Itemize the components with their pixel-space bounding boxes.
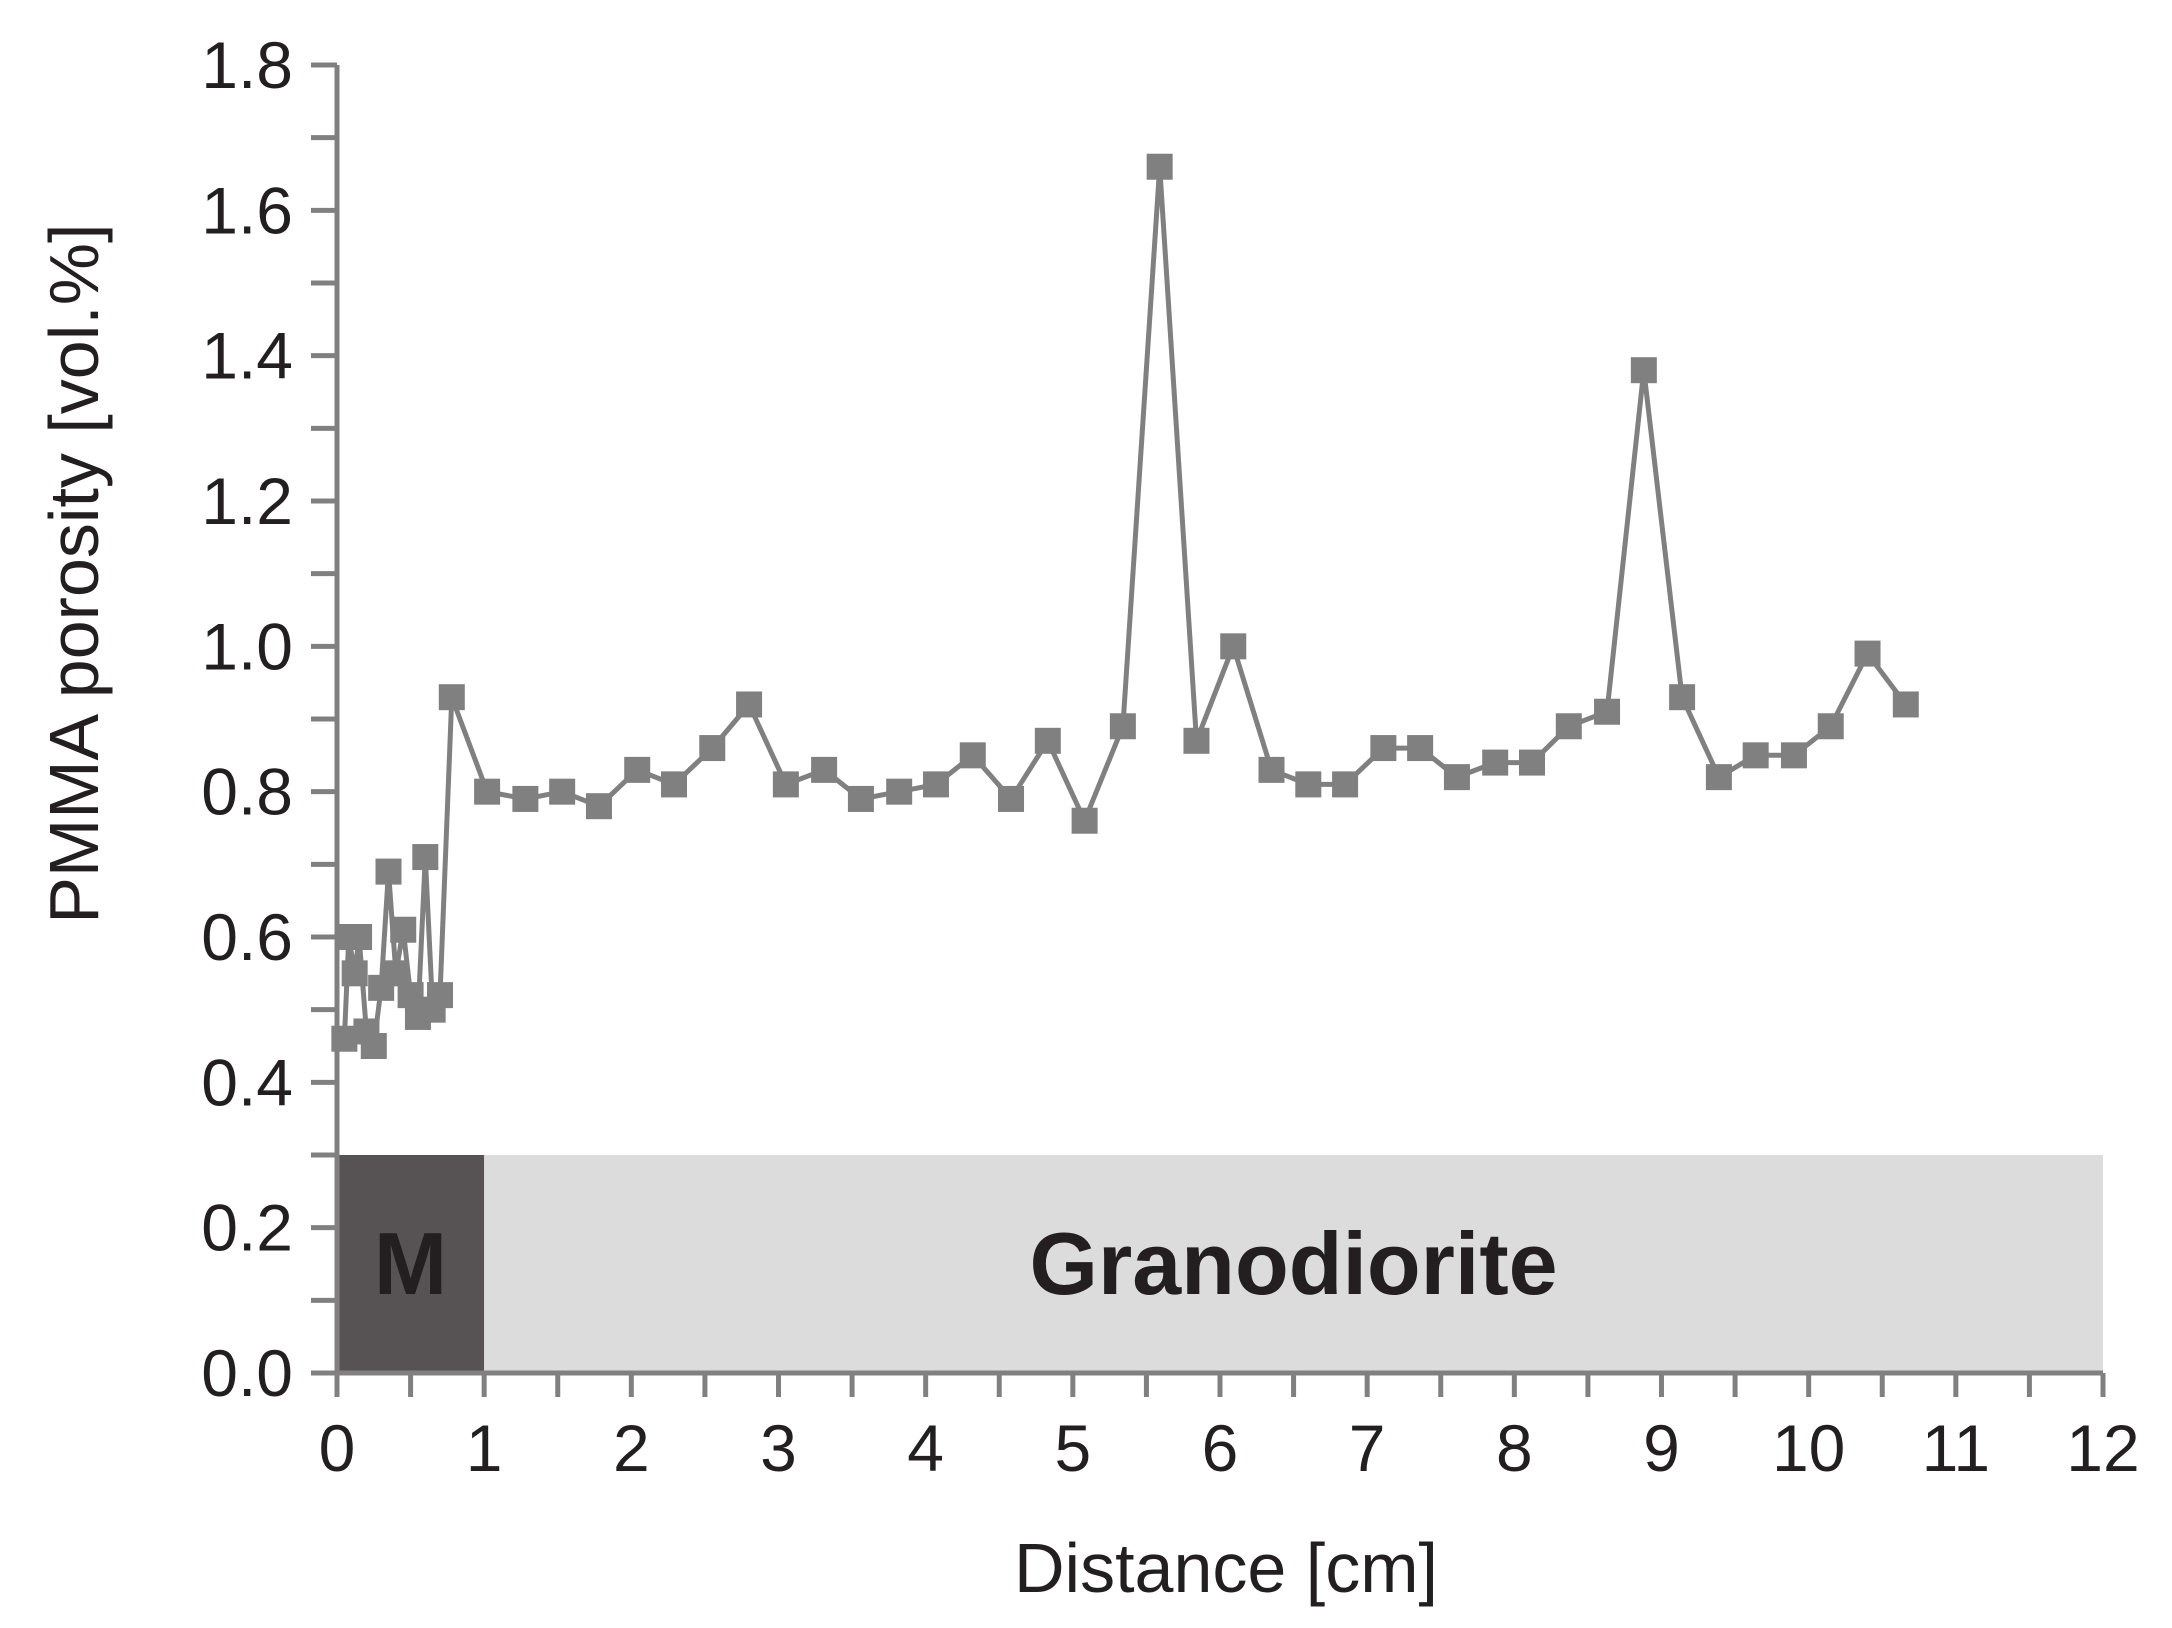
band-label-granodiorite: Granodiorite [1030,1214,1558,1313]
x-tick-label: 11 [1922,1411,1991,1485]
data-point [549,778,576,805]
data-point [375,858,402,885]
data-point [1482,749,1509,776]
data-point [1742,742,1769,769]
series-layer [331,153,1919,1059]
data-point [360,1033,387,1059]
y-tick-label: 0.2 [201,1191,293,1265]
data-point [346,924,373,950]
axes-layer: 0.00.20.40.60.81.01.21.41.61.80 1 2 3 4 5 6 7 8 9… [201,28,2139,1485]
x-axis-title: Distance [cm] [1014,1529,1438,1607]
data-point [512,785,539,812]
x-tick-label: 9 [1643,1411,1680,1485]
data-point [1146,153,1173,180]
data-point [1034,727,1061,754]
data-point [474,778,501,805]
y-tick-label: 0.6 [201,900,293,974]
data-point [959,742,986,769]
data-point [772,771,799,798]
data-point [1669,684,1696,711]
data-point [1630,357,1657,384]
data-point [1594,698,1621,725]
data-point [1892,691,1919,718]
data-point [624,756,651,783]
data-point [1332,771,1359,798]
x-tick-label: 10 [1772,1411,1845,1485]
data-point [1183,727,1210,754]
data-point [390,916,417,943]
band-m [337,1155,485,1373]
data-point [811,756,838,783]
data-point [438,684,465,711]
x-tick-label: 7 [1349,1411,1386,1485]
y-tick-label: 1.4 [201,319,293,393]
bands-layer: M Granodiorite [337,1155,2104,1373]
data-point [1705,764,1732,791]
data-point [661,771,688,798]
x-tick-label: 8 [1496,1411,1533,1485]
data-point [1518,749,1545,776]
y-tick-label: 1.0 [201,609,293,683]
data-point [412,844,439,871]
y-tick-label: 1.6 [201,173,293,247]
data-point [1258,756,1285,783]
x-tick-label: 1 [466,1411,503,1485]
data-point [699,735,726,762]
data-point [1220,633,1247,660]
y-tick-label: 1.2 [201,464,293,538]
data-point [382,960,409,987]
y-tick-label: 0.0 [201,1336,293,1410]
data-point [397,982,424,1009]
x-tick-label: 5 [1054,1411,1091,1485]
band-label-m: M [374,1214,447,1313]
y-tick-label: 1.8 [201,28,293,102]
data-point [1370,735,1397,762]
x-tick-label: 4 [907,1411,944,1485]
data-point [1071,807,1098,834]
y-tick-label: 0.8 [201,755,293,829]
data-point [1854,640,1881,667]
data-point [1555,713,1582,740]
series-line [341,164,1908,1049]
data-point [1817,713,1844,740]
data-point [847,785,874,812]
band-granodiorite [484,1155,2104,1373]
data-point [1109,713,1136,740]
data-point [736,691,763,718]
data-point [922,771,949,798]
data-point [1407,735,1434,762]
data-point [1295,771,1322,798]
x-tick-label: 6 [1202,1411,1239,1485]
x-tick-label: 3 [760,1411,797,1485]
data-point [1443,764,1470,791]
x-tick-label: 0 [319,1411,356,1485]
data-point [1780,742,1807,769]
data-point [427,982,454,1009]
x-tick-label: 12 [2066,1411,2139,1485]
data-point [998,785,1025,812]
y-axis-title: PMMA porosity [vol.%] [35,224,113,924]
data-point [341,960,368,987]
data-point [585,793,612,820]
data-point [886,778,913,805]
y-tick-label: 0.4 [201,1045,293,1119]
x-tick-label: 2 [613,1411,650,1485]
data-point [331,1025,358,1052]
